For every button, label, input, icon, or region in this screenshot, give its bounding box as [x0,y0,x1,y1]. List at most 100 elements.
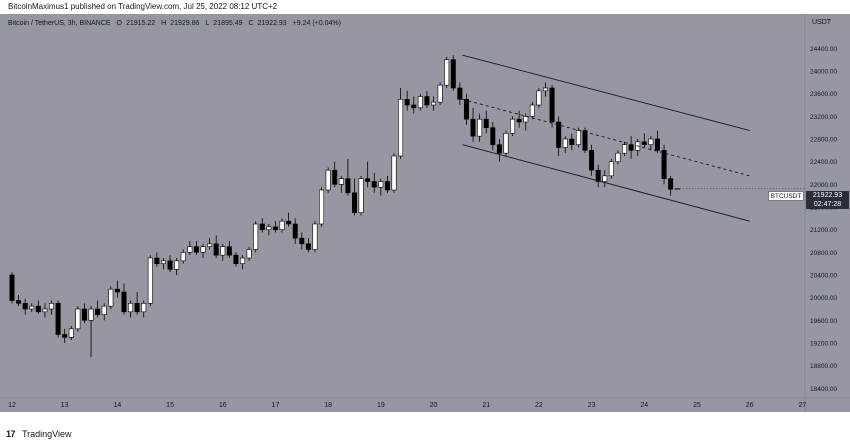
candle-body [371,181,377,188]
candle-body [470,118,476,137]
candle-body [450,59,456,89]
candle-body [556,121,562,148]
candle-body [305,243,311,250]
candle-body [266,226,272,230]
x-tick-label: 25 [693,402,701,409]
candle-body [615,152,621,162]
candle-body [384,181,390,191]
candle-body [490,127,496,145]
candle-body [424,96,430,106]
candle-body [358,178,364,213]
last-price: 21922.93 [812,192,843,199]
candle-body [338,178,344,185]
x-tick-label: 24 [640,402,648,409]
currency-label: USDT [812,19,832,26]
candle-body [101,305,107,315]
candle-body [319,189,325,225]
candle-body [641,141,647,145]
y-tick-label: 21200.00 [810,227,837,234]
candle-body [516,118,522,123]
candle-body [147,257,153,304]
tradingview-logo-icon[interactable]: 17 [6,429,16,439]
publish-bar: BitcoinMaximus1 published on TradingView… [0,0,850,14]
y-tick-label: 19600.00 [810,318,837,325]
x-tick-label: 20 [430,402,438,409]
countdown: 02:47:28 [813,201,842,208]
candle-body [391,155,397,191]
candle-body [286,220,292,225]
y-tick-label: 20000.00 [810,295,837,302]
candle-body [42,308,48,313]
channel-line [462,144,750,222]
candle-body [562,138,568,148]
candle-body [332,169,338,185]
candle-body [193,246,199,253]
price-axis[interactable] [805,14,850,412]
candle-body [668,178,674,190]
candle-body [549,87,555,123]
x-tick-label: 26 [746,402,754,409]
symbol-name[interactable]: Bitcoin / TetherUS, 3h, BINANCE [8,20,111,27]
candle-body [68,328,74,338]
y-tick-label: 20800.00 [810,250,837,257]
x-tick-label: 17 [272,402,280,409]
candle-body [16,300,22,304]
candle-body [674,188,680,191]
x-tick-label: 15 [166,402,174,409]
candle-body [378,181,384,188]
candle-body [417,96,423,109]
candle-body [608,161,614,177]
candle-body [312,223,318,250]
y-tick-label: 24000.00 [810,69,837,76]
last-price-label: 21922.93 02:47:28 [806,191,849,209]
channel-midline [462,98,750,177]
candle-body [180,252,186,262]
candle-body [207,243,213,247]
candle-body [602,175,608,182]
change-value: +9.24 (+0.04%) [292,20,341,27]
chart-svg[interactable]: USDT 18400.00 18800.00 19200.00 19600.00 2000… [0,0,850,412]
candle-body [174,260,180,270]
candle-body [121,291,127,313]
candle-body [595,169,601,182]
candle-body [160,260,166,264]
candle-body [88,308,94,321]
x-tick-label: 23 [588,402,596,409]
candle-body [253,223,259,250]
candle-body [62,334,68,338]
candle-body [187,246,193,253]
close-value: 21922.93 [257,20,287,27]
candle-body [220,246,226,256]
candle-body [114,288,120,293]
channel-line [462,54,750,131]
x-tick-label: 27 [798,402,806,409]
y-tick-label: 22400.00 [810,159,837,166]
candle-body [233,254,239,264]
candle-body [259,223,265,230]
candle-body [463,99,469,120]
candle-body [299,237,305,245]
candle-body [404,99,410,106]
x-tick-label: 22 [535,402,543,409]
candle-body [622,144,628,154]
candle-body [29,305,35,310]
candle-body [128,303,134,313]
candle-body [431,101,437,106]
candle-body [483,118,489,128]
candle-body [35,305,41,313]
chart-area[interactable] [0,14,805,412]
candle-body [542,87,548,92]
candle-body [510,118,516,134]
x-tick-label: 12 [8,402,16,409]
candle-body [529,104,535,117]
y-tick-label: 19200.00 [810,341,837,348]
candle-body [292,223,298,239]
candle-body [167,260,173,270]
candle-body [81,308,87,321]
candle-body [411,104,417,109]
candle-body [213,243,219,256]
candle-body [582,130,588,151]
brand-name[interactable]: TradingView [22,429,72,439]
candle-body [154,257,160,264]
x-tick-label: 21 [482,402,490,409]
